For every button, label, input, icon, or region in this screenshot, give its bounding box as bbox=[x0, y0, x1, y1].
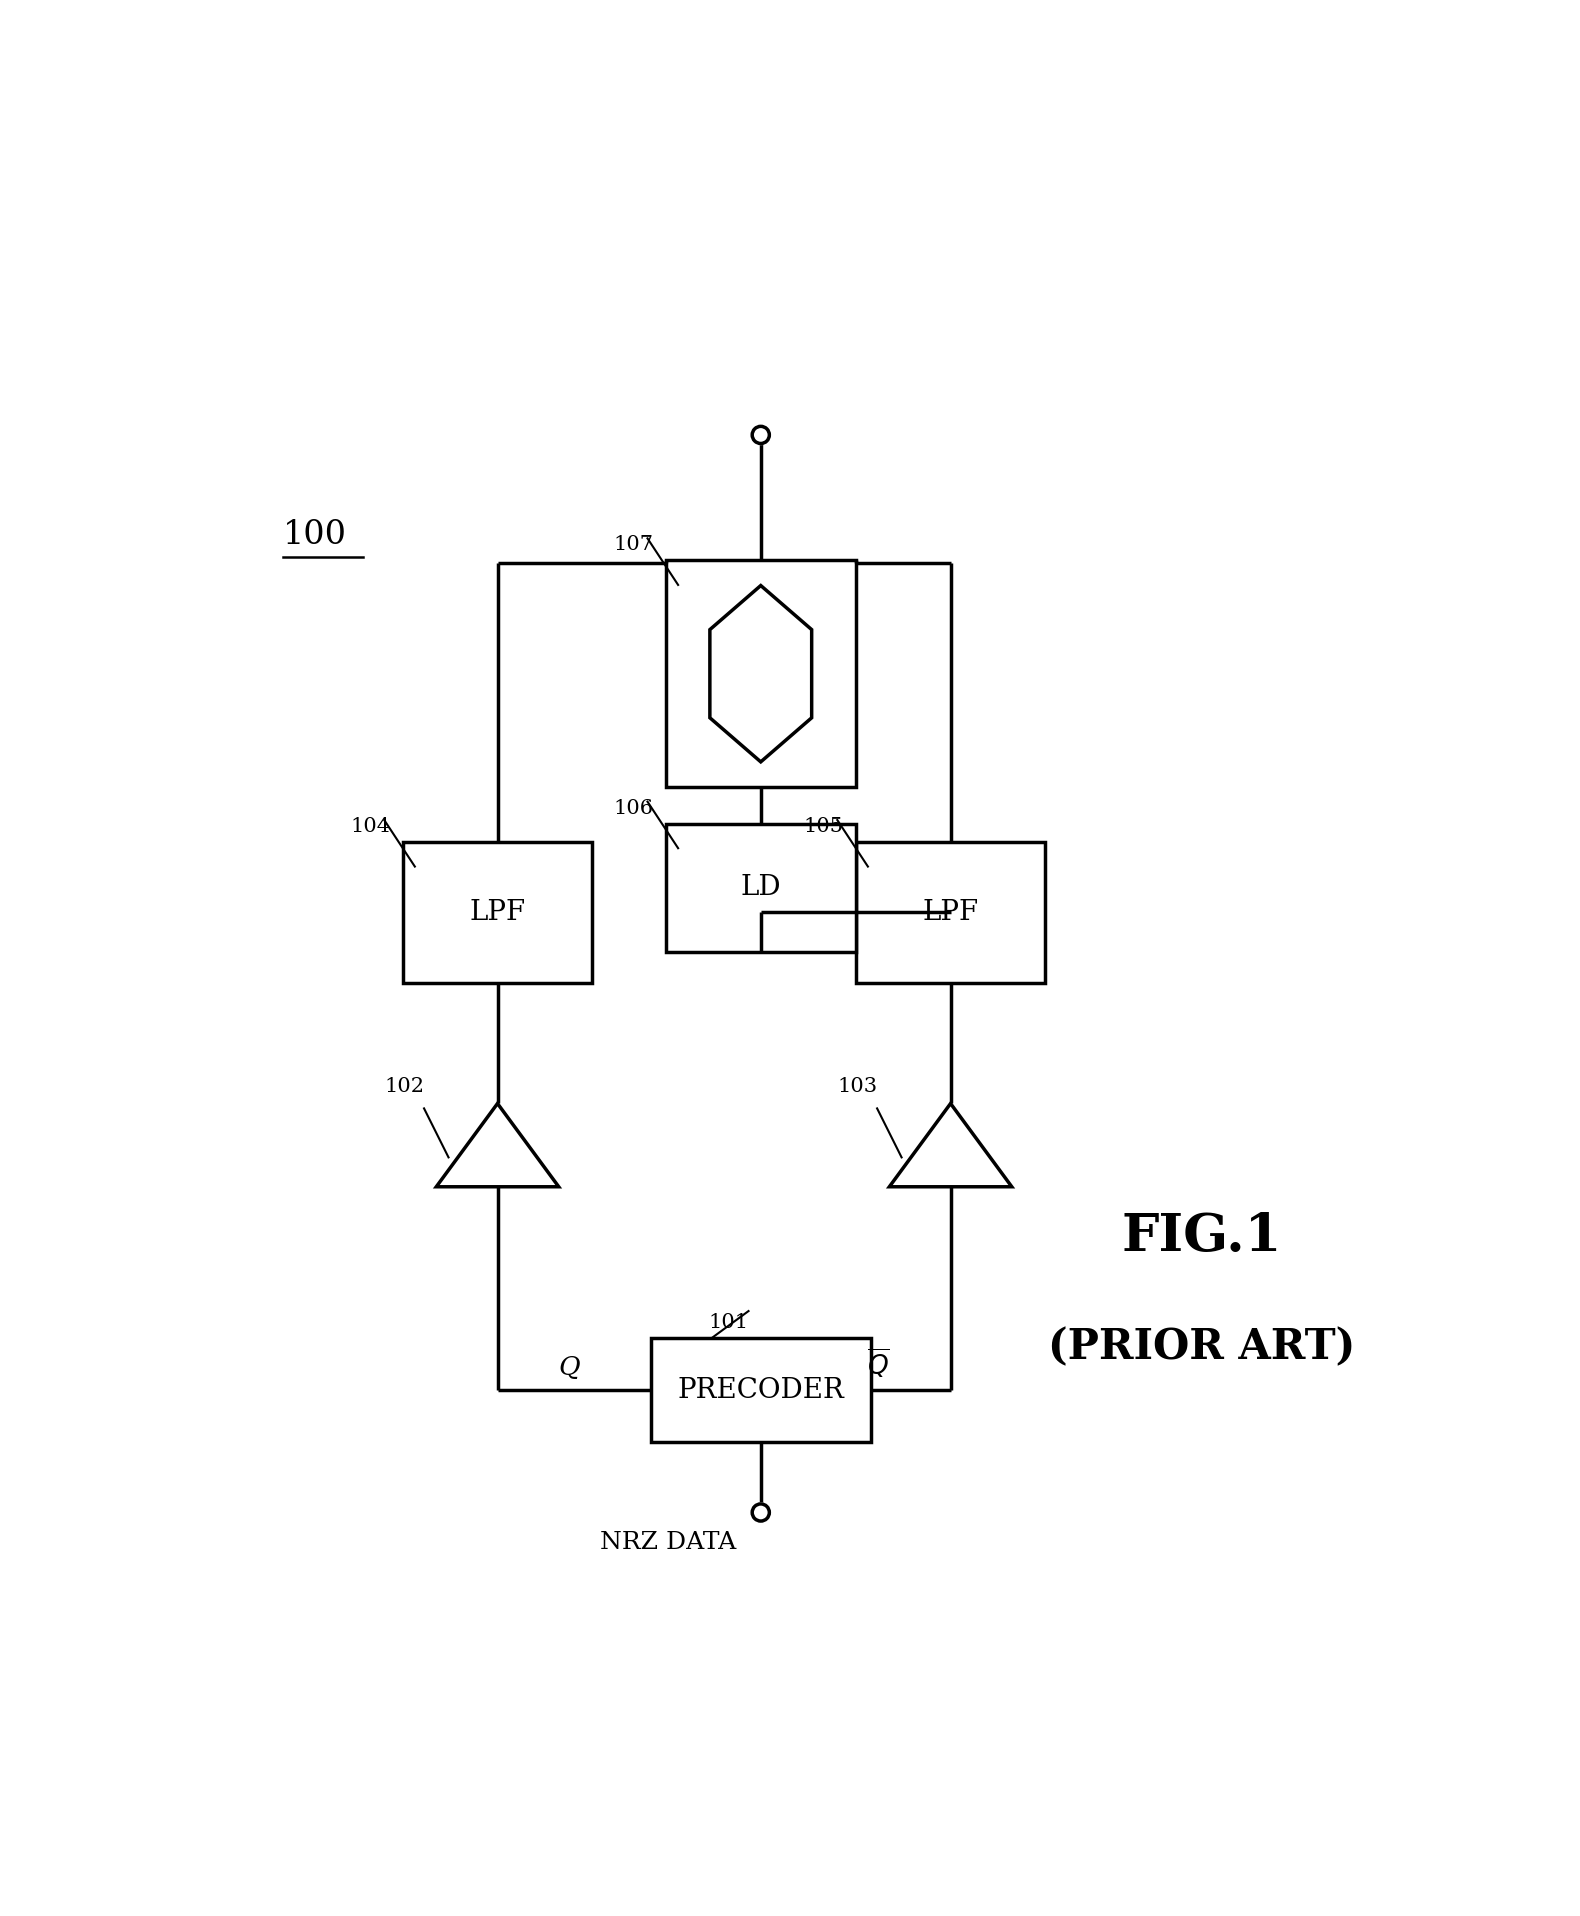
Text: (PRIOR ART): (PRIOR ART) bbox=[1048, 1326, 1356, 1368]
FancyBboxPatch shape bbox=[665, 561, 856, 787]
Text: NRZ DATA: NRZ DATA bbox=[600, 1531, 736, 1554]
Text: 102: 102 bbox=[384, 1077, 423, 1096]
Polygon shape bbox=[890, 1104, 1011, 1186]
Text: LD: LD bbox=[741, 874, 781, 902]
Text: LPF: LPF bbox=[923, 899, 978, 925]
Polygon shape bbox=[436, 1104, 559, 1186]
FancyBboxPatch shape bbox=[856, 841, 1046, 983]
FancyBboxPatch shape bbox=[403, 841, 592, 983]
FancyBboxPatch shape bbox=[651, 1337, 871, 1443]
Text: 101: 101 bbox=[708, 1312, 749, 1332]
Text: FIG.1: FIG.1 bbox=[1122, 1211, 1281, 1263]
Text: $\overline{Q}$: $\overline{Q}$ bbox=[866, 1347, 890, 1380]
Circle shape bbox=[752, 1504, 769, 1521]
Text: 107: 107 bbox=[613, 535, 654, 554]
FancyBboxPatch shape bbox=[665, 824, 856, 952]
Text: 104: 104 bbox=[351, 816, 390, 835]
Text: Q: Q bbox=[559, 1355, 580, 1380]
Circle shape bbox=[752, 427, 769, 443]
Text: PRECODER: PRECODER bbox=[678, 1376, 844, 1404]
Polygon shape bbox=[709, 586, 812, 763]
Text: LPF: LPF bbox=[469, 899, 526, 925]
Text: 106: 106 bbox=[613, 799, 654, 818]
Text: 105: 105 bbox=[803, 816, 844, 835]
Text: 103: 103 bbox=[837, 1077, 877, 1096]
Text: 100: 100 bbox=[283, 519, 348, 552]
